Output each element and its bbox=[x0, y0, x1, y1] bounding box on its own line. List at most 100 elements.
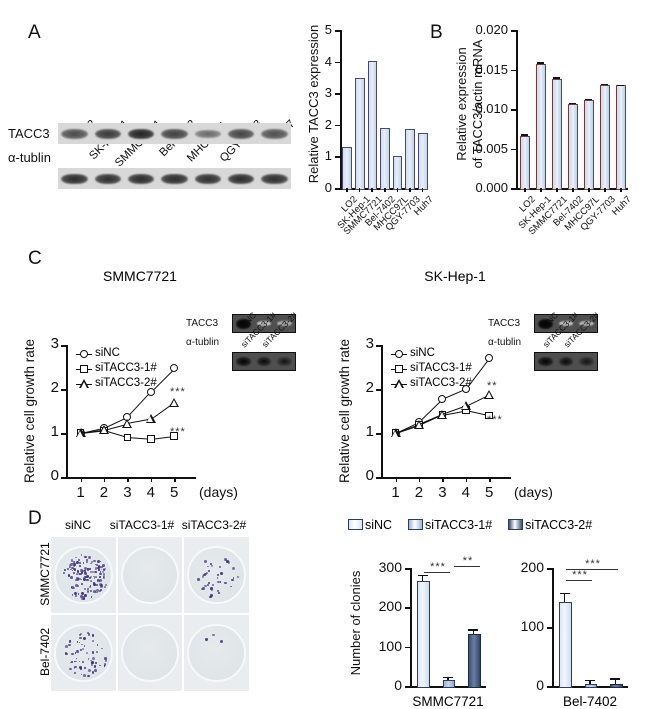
bar bbox=[600, 85, 610, 190]
panel-d-chart-smmc7721: 0 100 200 300 SMMC7721 *** ** bbox=[368, 555, 488, 709]
colony-dot bbox=[84, 571, 88, 575]
data-point-triangle-inner bbox=[80, 381, 87, 388]
colony-dot bbox=[70, 567, 73, 570]
y-tick bbox=[405, 568, 410, 570]
colony-dot bbox=[90, 585, 92, 587]
blot-band bbox=[256, 321, 272, 326]
colony-dot bbox=[87, 632, 91, 636]
error-bar-cap bbox=[610, 678, 621, 680]
blot-row-label-tacc3: TACC3 bbox=[8, 126, 50, 141]
inset-left-band-row-tacc3 bbox=[232, 314, 296, 333]
colony-dish bbox=[120, 545, 180, 605]
colony-dot bbox=[218, 565, 222, 569]
data-point-triangle bbox=[122, 418, 133, 428]
x-tick bbox=[409, 188, 411, 192]
colony-dot bbox=[98, 565, 101, 569]
data-point-circle bbox=[80, 350, 88, 358]
colony-dish bbox=[187, 545, 246, 605]
significance-marker: *** bbox=[585, 558, 601, 570]
colony-dot bbox=[204, 560, 208, 564]
colony-dot bbox=[230, 585, 232, 588]
y-tick-label: 0.000 bbox=[475, 180, 508, 195]
y-tick bbox=[376, 433, 381, 435]
colony-dot bbox=[96, 591, 98, 594]
panel-b-chart: Relative expression of TACC3/actin mRNA … bbox=[452, 14, 642, 237]
blot-band bbox=[227, 173, 255, 185]
colony-dot bbox=[78, 561, 81, 565]
colony-dot bbox=[90, 562, 92, 565]
y-tick bbox=[405, 686, 410, 688]
significance-marker: *** bbox=[430, 561, 446, 573]
blot-band bbox=[161, 129, 188, 139]
data-point-circle bbox=[170, 364, 179, 373]
y-axis bbox=[381, 345, 383, 477]
colony-dot bbox=[223, 558, 227, 562]
blot-band bbox=[127, 173, 155, 185]
colony-dot bbox=[79, 595, 83, 598]
colony-dot bbox=[69, 667, 72, 671]
colony-dot bbox=[91, 634, 95, 638]
y-tick-label: 3 bbox=[365, 335, 374, 352]
y-tick-label: 0.020 bbox=[475, 22, 508, 37]
y-tick-label: 200 bbox=[378, 598, 402, 615]
colony-dot bbox=[74, 556, 77, 559]
colony-dot bbox=[102, 573, 106, 576]
colony-dot bbox=[97, 567, 101, 571]
colony-dot bbox=[83, 666, 87, 670]
colony-dot bbox=[99, 583, 102, 586]
colony-dot bbox=[78, 660, 81, 663]
colony-dot bbox=[82, 577, 85, 580]
y-tick-label: 1 bbox=[365, 423, 374, 440]
colony-dot bbox=[203, 573, 206, 577]
inset-right-band-row-tacc3 bbox=[534, 314, 598, 333]
significance-bracket bbox=[454, 566, 480, 568]
panel-d-chart-bel7402: 0 100 200 Bel-7402 *** *** bbox=[500, 556, 640, 709]
blot-band bbox=[61, 129, 88, 139]
colony-dot bbox=[81, 597, 84, 601]
colony-dot bbox=[89, 567, 92, 570]
data-point-triangle-inner bbox=[395, 381, 402, 388]
colony-dot bbox=[209, 595, 213, 599]
colony-dot bbox=[79, 649, 82, 652]
colony-dish bbox=[54, 623, 113, 683]
blot-band bbox=[579, 321, 595, 326]
colony-dish bbox=[120, 623, 180, 683]
y-tick bbox=[547, 568, 552, 570]
colony-dot bbox=[99, 571, 102, 573]
colony-dot bbox=[78, 577, 81, 581]
legend-swatch-sinc bbox=[348, 519, 363, 531]
colony-dot bbox=[87, 556, 91, 560]
colony-dot bbox=[82, 648, 85, 651]
colony-dot bbox=[77, 593, 79, 595]
colony-dot bbox=[202, 587, 206, 591]
colony-dot bbox=[104, 656, 107, 660]
colony-dot bbox=[219, 571, 223, 575]
colony-dot bbox=[73, 560, 76, 564]
y-tick bbox=[405, 646, 410, 649]
colony-dot bbox=[67, 568, 70, 571]
x-tick bbox=[80, 477, 83, 482]
error-bar-cap bbox=[585, 679, 595, 681]
error-bar bbox=[447, 676, 449, 681]
colony-dot bbox=[102, 569, 105, 572]
y-tick-label: 0 bbox=[365, 467, 374, 484]
colony-dot bbox=[91, 640, 94, 643]
data-point-triangle-inner bbox=[392, 430, 399, 437]
bar bbox=[552, 79, 562, 190]
significance-marker: *** bbox=[170, 386, 186, 398]
y-tick bbox=[335, 188, 340, 190]
colony-dot bbox=[85, 652, 88, 655]
data-point-triangle-inner bbox=[462, 403, 469, 410]
colony-dot bbox=[99, 576, 101, 578]
colony-dot bbox=[211, 584, 214, 587]
blot-band bbox=[61, 173, 88, 185]
x-axis bbox=[66, 477, 196, 479]
colony-dot bbox=[74, 568, 77, 572]
legend-label: siTACC3-1# bbox=[410, 362, 472, 374]
colony-dot bbox=[211, 589, 214, 592]
colony-dot bbox=[93, 576, 96, 579]
colony-dot bbox=[80, 571, 83, 574]
colony-dot bbox=[210, 564, 213, 567]
colony-dot bbox=[86, 578, 89, 582]
y-tick bbox=[547, 627, 552, 629]
